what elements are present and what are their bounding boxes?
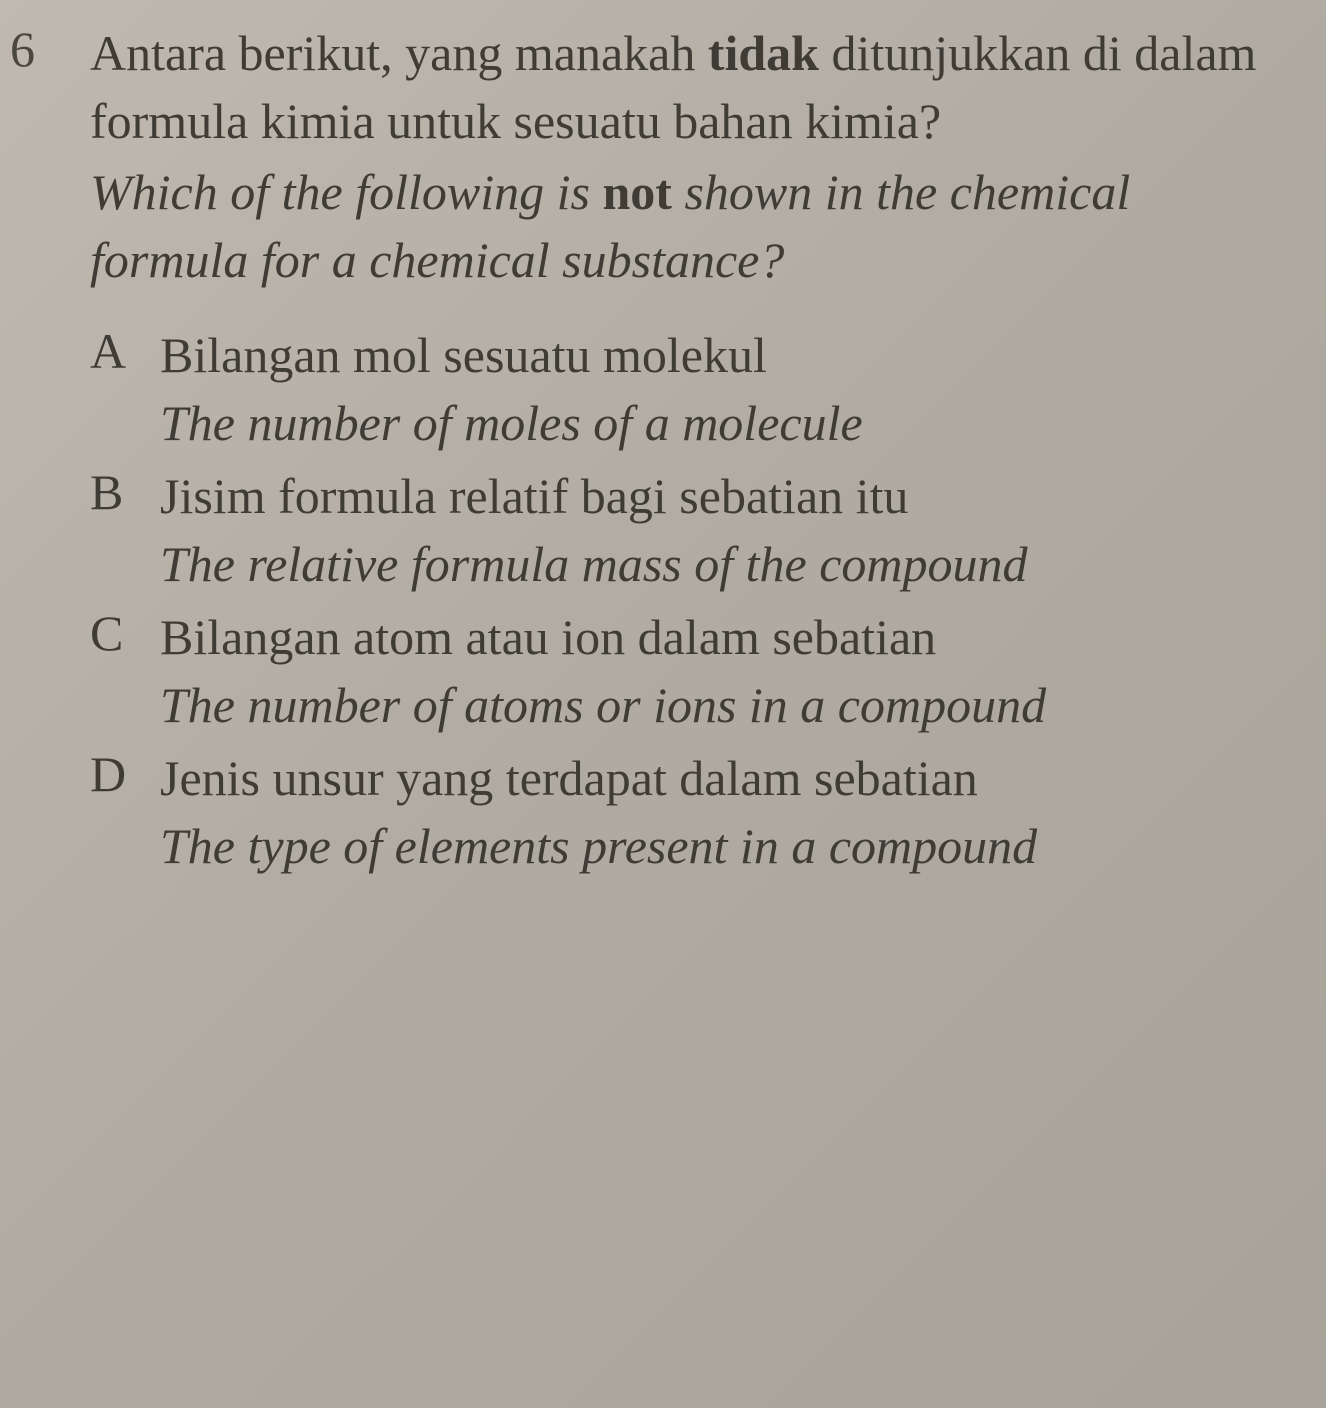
option-text-english: The type of elements present in a compou… [160, 813, 1286, 881]
option-c[interactable]: C Bilangan atom atau ion dalam sebatian … [90, 604, 1286, 739]
option-text-malay: Bilangan mol sesuatu molekul [160, 322, 1286, 390]
option-text-malay: Bilangan atom atau ion dalam sebatian [160, 604, 1286, 672]
option-text-english: The relative formula mass of the compoun… [160, 531, 1286, 599]
option-body: Bilangan atom atau ion dalam sebatian Th… [160, 604, 1286, 739]
options-list: A Bilangan mol sesuatu molekul The numbe… [90, 322, 1286, 880]
option-body: Jisim formula relatif bagi sebatian itu … [160, 463, 1286, 598]
option-text-malay: Jisim formula relatif bagi sebatian itu [160, 463, 1286, 531]
option-letter: B [90, 463, 160, 521]
stem-en-bold: not [602, 164, 671, 220]
question-stem-english: Which of the following is not shown in t… [90, 159, 1286, 294]
option-a[interactable]: A Bilangan mol sesuatu molekul The numbe… [90, 322, 1286, 457]
stem-en-pre: Which of the following is [90, 164, 602, 220]
option-body: Bilangan mol sesuatu molekul The number … [160, 322, 1286, 457]
question-stem-malay: Antara berikut, yang manakah tidak ditun… [90, 20, 1286, 155]
stem-my-bold: tidak [708, 25, 819, 81]
stem-my-pre: Antara berikut, yang manakah [90, 25, 708, 81]
question-page: 6 Antara berikut, yang manakah tidak dit… [0, 0, 1326, 926]
option-letter: C [90, 604, 160, 662]
option-body: Jenis unsur yang terdapat dalam sebatian… [160, 745, 1286, 880]
option-text-english: The number of atoms or ions in a compoun… [160, 672, 1286, 740]
option-letter: A [90, 322, 160, 380]
option-text-malay: Jenis unsur yang terdapat dalam sebatian [160, 745, 1286, 813]
option-b[interactable]: B Jisim formula relatif bagi sebatian it… [90, 463, 1286, 598]
option-d[interactable]: D Jenis unsur yang terdapat dalam sebati… [90, 745, 1286, 880]
option-text-english: The number of moles of a molecule [160, 390, 1286, 458]
question-number: 6 [10, 20, 35, 78]
option-letter: D [90, 745, 160, 803]
